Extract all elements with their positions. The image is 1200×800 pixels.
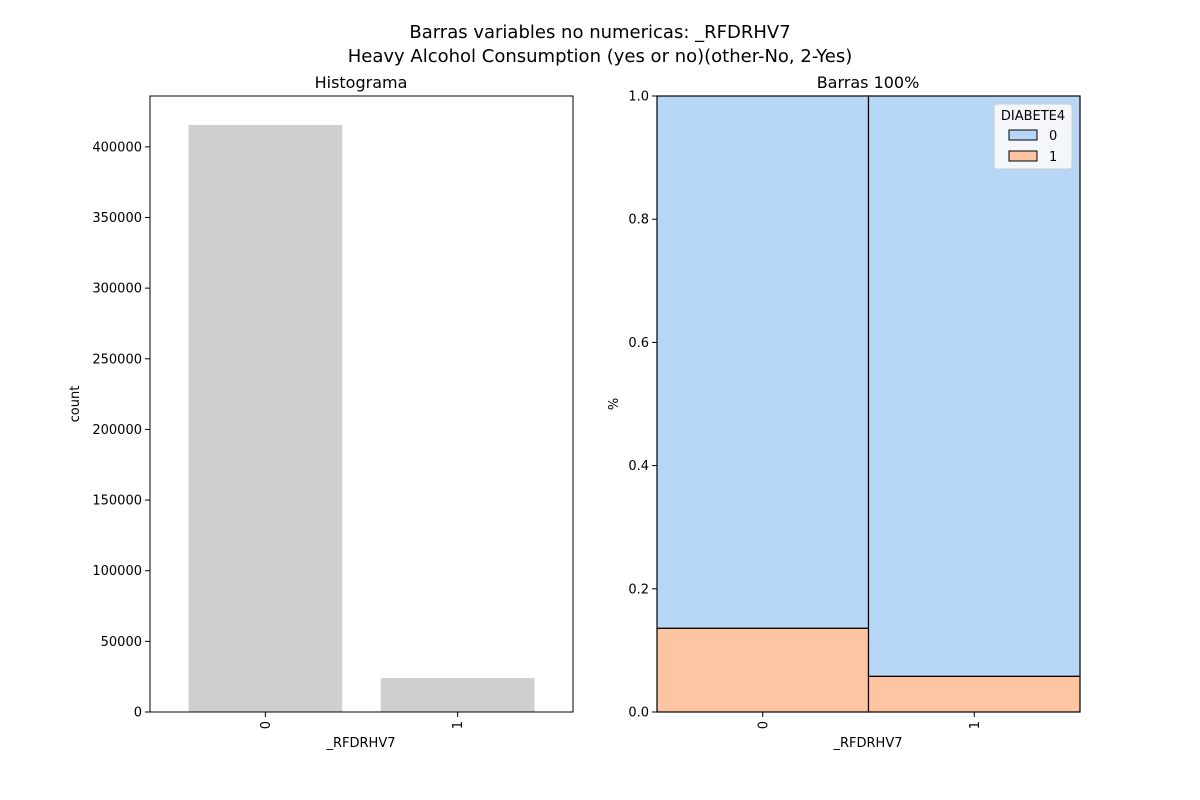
legend-swatch-1 — [1008, 150, 1038, 162]
histogram-bars — [188, 124, 535, 712]
stacked-ytick-label: 1.0 — [628, 90, 649, 105]
histogram-title: Histograma — [315, 73, 408, 92]
histogram-ytick-label: 150000 — [92, 494, 142, 509]
stacked-ylabel: % — [607, 398, 622, 410]
histogram-y-axis: 0 50000 100000 150000 200000 250000 300000 3500… — [92, 140, 150, 721]
stacked-y-axis: 0.0 0.2 0.4 0.6 0.8 1.0 — [628, 90, 657, 721]
histogram-ytick-label: 400000 — [92, 140, 142, 155]
histogram-xlabel: _RFDRHV7 — [326, 736, 396, 751]
stacked-bar-1-diabete4-1 — [867, 675, 1081, 713]
stacked-bar-1-diabete4-0 — [867, 95, 1081, 677]
histogram-xtick-label: 0 — [259, 721, 274, 729]
histogram-plot: Histograma 0 50000 100000 150000 200000 25000… — [68, 73, 574, 751]
histogram-xtick-label: 1 — [451, 721, 466, 729]
figure-title-line2: Heavy Alcohol Consumption (yes or no)(ot… — [348, 46, 853, 67]
stacked-xlabel: _RFDRHV7 — [833, 736, 903, 751]
legend-title: DIABETE4 — [1001, 109, 1065, 124]
histogram-ylabel: count — [68, 386, 83, 423]
histogram-ytick-label: 50000 — [101, 635, 142, 650]
histogram-ytick-label: 250000 — [92, 352, 142, 367]
histogram-ytick-label: 100000 — [92, 564, 142, 579]
stacked-title: Barras 100% — [817, 73, 920, 92]
stacked-bar-0-diabete4-0 — [656, 95, 870, 629]
histogram-bar-1 — [380, 678, 535, 712]
histogram-bar-0 — [188, 124, 343, 712]
legend-label-0: 0 — [1049, 129, 1057, 144]
stacked-bar-0-diabete4-1 — [656, 627, 870, 713]
histogram-ytick-label: 350000 — [92, 211, 142, 226]
stacked-ytick-label: 0.6 — [628, 336, 649, 351]
stacked-bars — [656, 95, 1081, 713]
legend-swatch-0 — [1008, 129, 1038, 141]
stacked-ytick-label: 0.4 — [628, 459, 649, 474]
figure-title-line1: Barras variables no numericas: _RFDRHV7 — [409, 22, 790, 43]
histogram-frame — [149, 95, 574, 713]
histogram-ytick-label: 300000 — [92, 282, 142, 297]
stacked-ytick-label: 0.2 — [628, 582, 649, 597]
legend: DIABETE4 0 1 — [993, 103, 1073, 170]
stacked-ytick-label: 0.0 — [628, 706, 649, 721]
stacked-xtick-label: 1 — [968, 721, 983, 729]
stacked-xtick-label: 0 — [756, 721, 771, 729]
histogram-ytick-label: 0 — [134, 706, 142, 721]
legend-label-1: 1 — [1049, 150, 1057, 165]
stacked-ytick-label: 0.8 — [628, 213, 649, 228]
stacked-frame — [656, 95, 1081, 713]
histogram-ytick-label: 200000 — [92, 423, 142, 438]
